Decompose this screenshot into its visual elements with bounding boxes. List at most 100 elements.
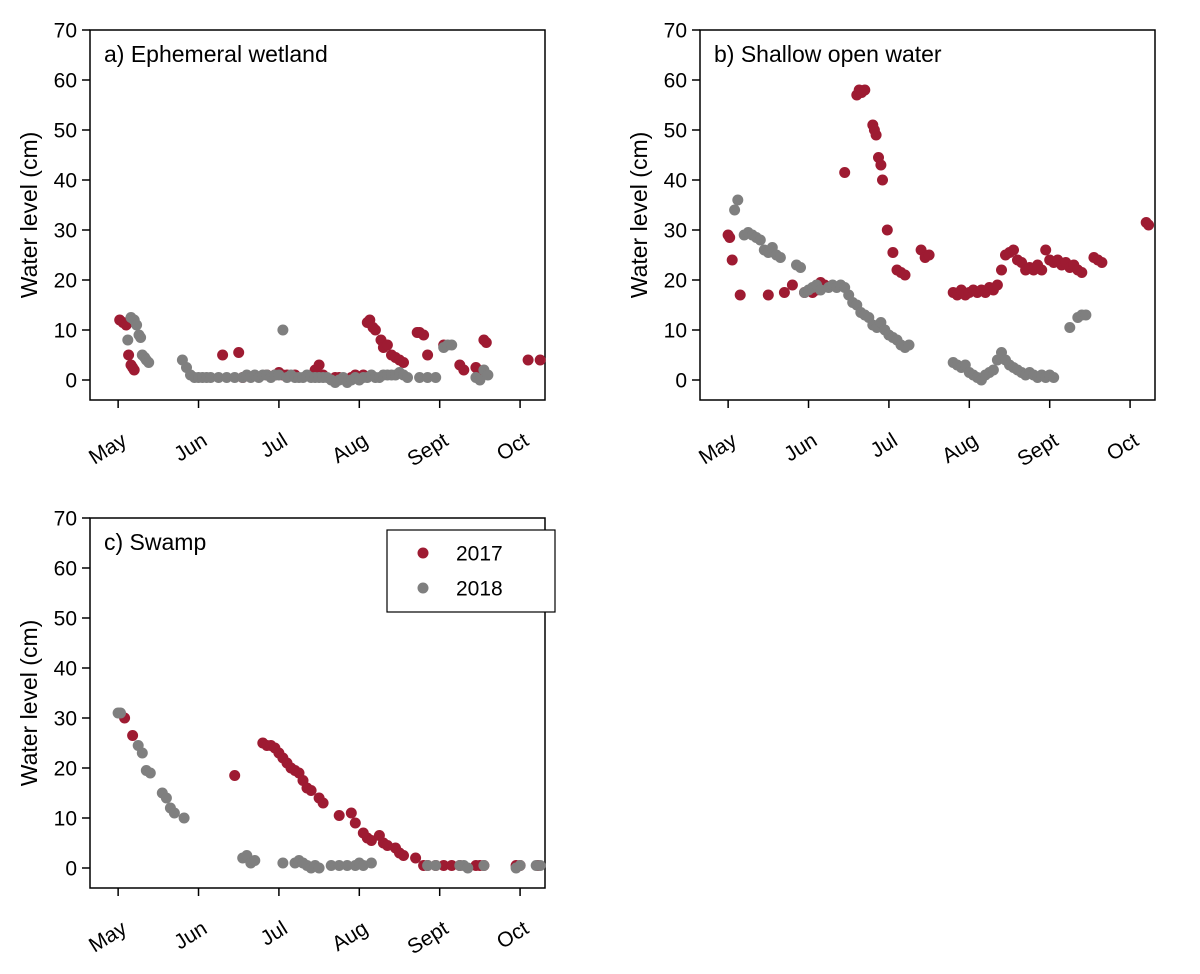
- data-point-2017: [333, 810, 345, 821]
- panel-title: a) Ephemeral wetland: [104, 41, 328, 67]
- data-point-2017: [1143, 219, 1155, 231]
- y-tick-label: 60: [664, 69, 687, 92]
- data-point-2017: [762, 289, 774, 301]
- x-tick-label: Oct: [1103, 429, 1143, 466]
- data-point-2017: [305, 785, 317, 796]
- panel-title: c) Swamp: [104, 529, 206, 555]
- plot-frame: [89, 517, 546, 889]
- empty-grid-cell: [625, 496, 1200, 966]
- x-tick-label: Oct: [493, 917, 533, 954]
- data-point-2017: [734, 289, 746, 301]
- y-tick-label: 60: [54, 557, 77, 580]
- data-point-2018: [115, 707, 126, 719]
- y-tick-label: 40: [664, 169, 687, 192]
- y-tick-label: 0: [65, 369, 77, 392]
- x-tick-label: May: [85, 428, 131, 469]
- y-axis-title: Water level (cm): [16, 132, 42, 299]
- data-point-2017: [778, 287, 790, 298]
- data-point-2018: [160, 792, 172, 804]
- data-point-2018: [122, 334, 134, 346]
- data-point-2018: [143, 357, 155, 368]
- data-point-2017: [345, 807, 357, 819]
- y-tick-label: 20: [54, 757, 77, 780]
- y-tick-label: 60: [54, 69, 77, 92]
- data-point-2018: [213, 372, 225, 383]
- panel-swamp: 0 10 20 30 40 50 60 70 May Jun Jul Aug Sept Oct Water …: [15, 496, 590, 966]
- data-point-2017: [381, 339, 393, 351]
- data-point-2018: [1048, 372, 1060, 383]
- y-tick-label: 30: [54, 707, 77, 730]
- data-point-2018: [462, 862, 474, 874]
- y-tick-label: 40: [54, 169, 77, 192]
- data-point-2018: [178, 812, 190, 824]
- data-point-2018: [221, 372, 233, 383]
- panel-title: b) Shallow open water: [714, 41, 942, 67]
- data-point-2017: [1076, 267, 1088, 278]
- data-point-2017: [365, 835, 377, 846]
- y-tick-label: 70: [54, 19, 77, 42]
- data-point-2017: [534, 354, 546, 366]
- legend-marker-2017: [417, 547, 429, 559]
- data-point-2017: [217, 349, 229, 361]
- data-point-2017: [398, 357, 409, 368]
- data-point-2017: [786, 279, 798, 291]
- data-point-2018: [136, 747, 148, 759]
- data-point-2017: [996, 264, 1007, 276]
- data-point-2018: [365, 857, 377, 869]
- data-point-2018: [341, 860, 353, 871]
- data-point-2018: [903, 339, 915, 351]
- data-point-2017: [923, 249, 935, 261]
- x-tick-label: Jul: [867, 429, 902, 463]
- data-point-2017: [875, 159, 887, 171]
- data-point-2018: [205, 372, 217, 383]
- data-point-2017: [128, 364, 140, 376]
- data-point-2018: [333, 860, 345, 871]
- scatter-chart-ephemeral-wetland: 0 10 20 30 40 50 60 70 May Jun Jul Aug Sept Oct Water …: [16, 19, 546, 471]
- y-tick-label: 50: [54, 607, 77, 630]
- y-tick-label: 70: [664, 19, 687, 42]
- data-point-2017: [446, 860, 458, 871]
- y-tick-label: 30: [664, 219, 687, 242]
- x-tick-label: Aug: [328, 917, 372, 956]
- legend-box: [386, 529, 556, 613]
- data-point-2017: [839, 167, 851, 178]
- x-tick-label: Jun: [780, 429, 821, 466]
- y-tick-label: 10: [54, 319, 77, 342]
- y-tick-label: 10: [54, 807, 77, 830]
- data-point-2018: [795, 262, 806, 273]
- data-point-2017: [881, 224, 893, 236]
- y-tick-label: 30: [54, 219, 77, 242]
- scatter-chart-swamp: 0 10 20 30 40 50 60 70 May Jun Jul Aug Sept Oct Water …: [16, 507, 556, 959]
- data-point-2018: [325, 860, 337, 871]
- data-point-2017: [317, 797, 329, 809]
- data-point-2017: [877, 174, 888, 186]
- data-point-2018: [482, 369, 494, 381]
- plot-frame: [699, 29, 1156, 401]
- y-tick-label: 50: [54, 119, 77, 142]
- data-point-2017: [1008, 244, 1019, 256]
- data-point-2017: [418, 329, 430, 341]
- data-point-2017: [438, 860, 450, 871]
- x-tick-label: Aug: [328, 429, 372, 468]
- data-point-2017: [724, 232, 736, 243]
- y-tick-label: 40: [54, 657, 77, 680]
- y-tick-label: 20: [54, 269, 77, 292]
- data-point-2018: [168, 807, 180, 819]
- data-point-2018: [1064, 322, 1076, 333]
- data-point-2017: [1040, 244, 1052, 256]
- data-point-2018: [729, 204, 741, 216]
- x-tick-label: May: [85, 916, 131, 957]
- x-tick-label: Sept: [404, 429, 453, 471]
- legend-label-2018: 2018: [456, 577, 503, 600]
- data-point-2018: [277, 324, 289, 336]
- data-point-2017: [458, 364, 470, 376]
- x-tick-label: Jun: [170, 917, 211, 954]
- data-point-2018: [249, 855, 261, 866]
- data-point-2018: [987, 364, 999, 376]
- data-point-2017: [422, 349, 434, 361]
- y-tick-label: 0: [65, 857, 77, 880]
- panel-ephemeral-wetland: 0 10 20 30 40 50 60 70 May Jun Jul Aug Sept Oct Water …: [15, 8, 590, 478]
- data-point-2018: [1080, 309, 1092, 321]
- data-point-2018: [135, 332, 147, 343]
- data-point-2018: [430, 860, 442, 871]
